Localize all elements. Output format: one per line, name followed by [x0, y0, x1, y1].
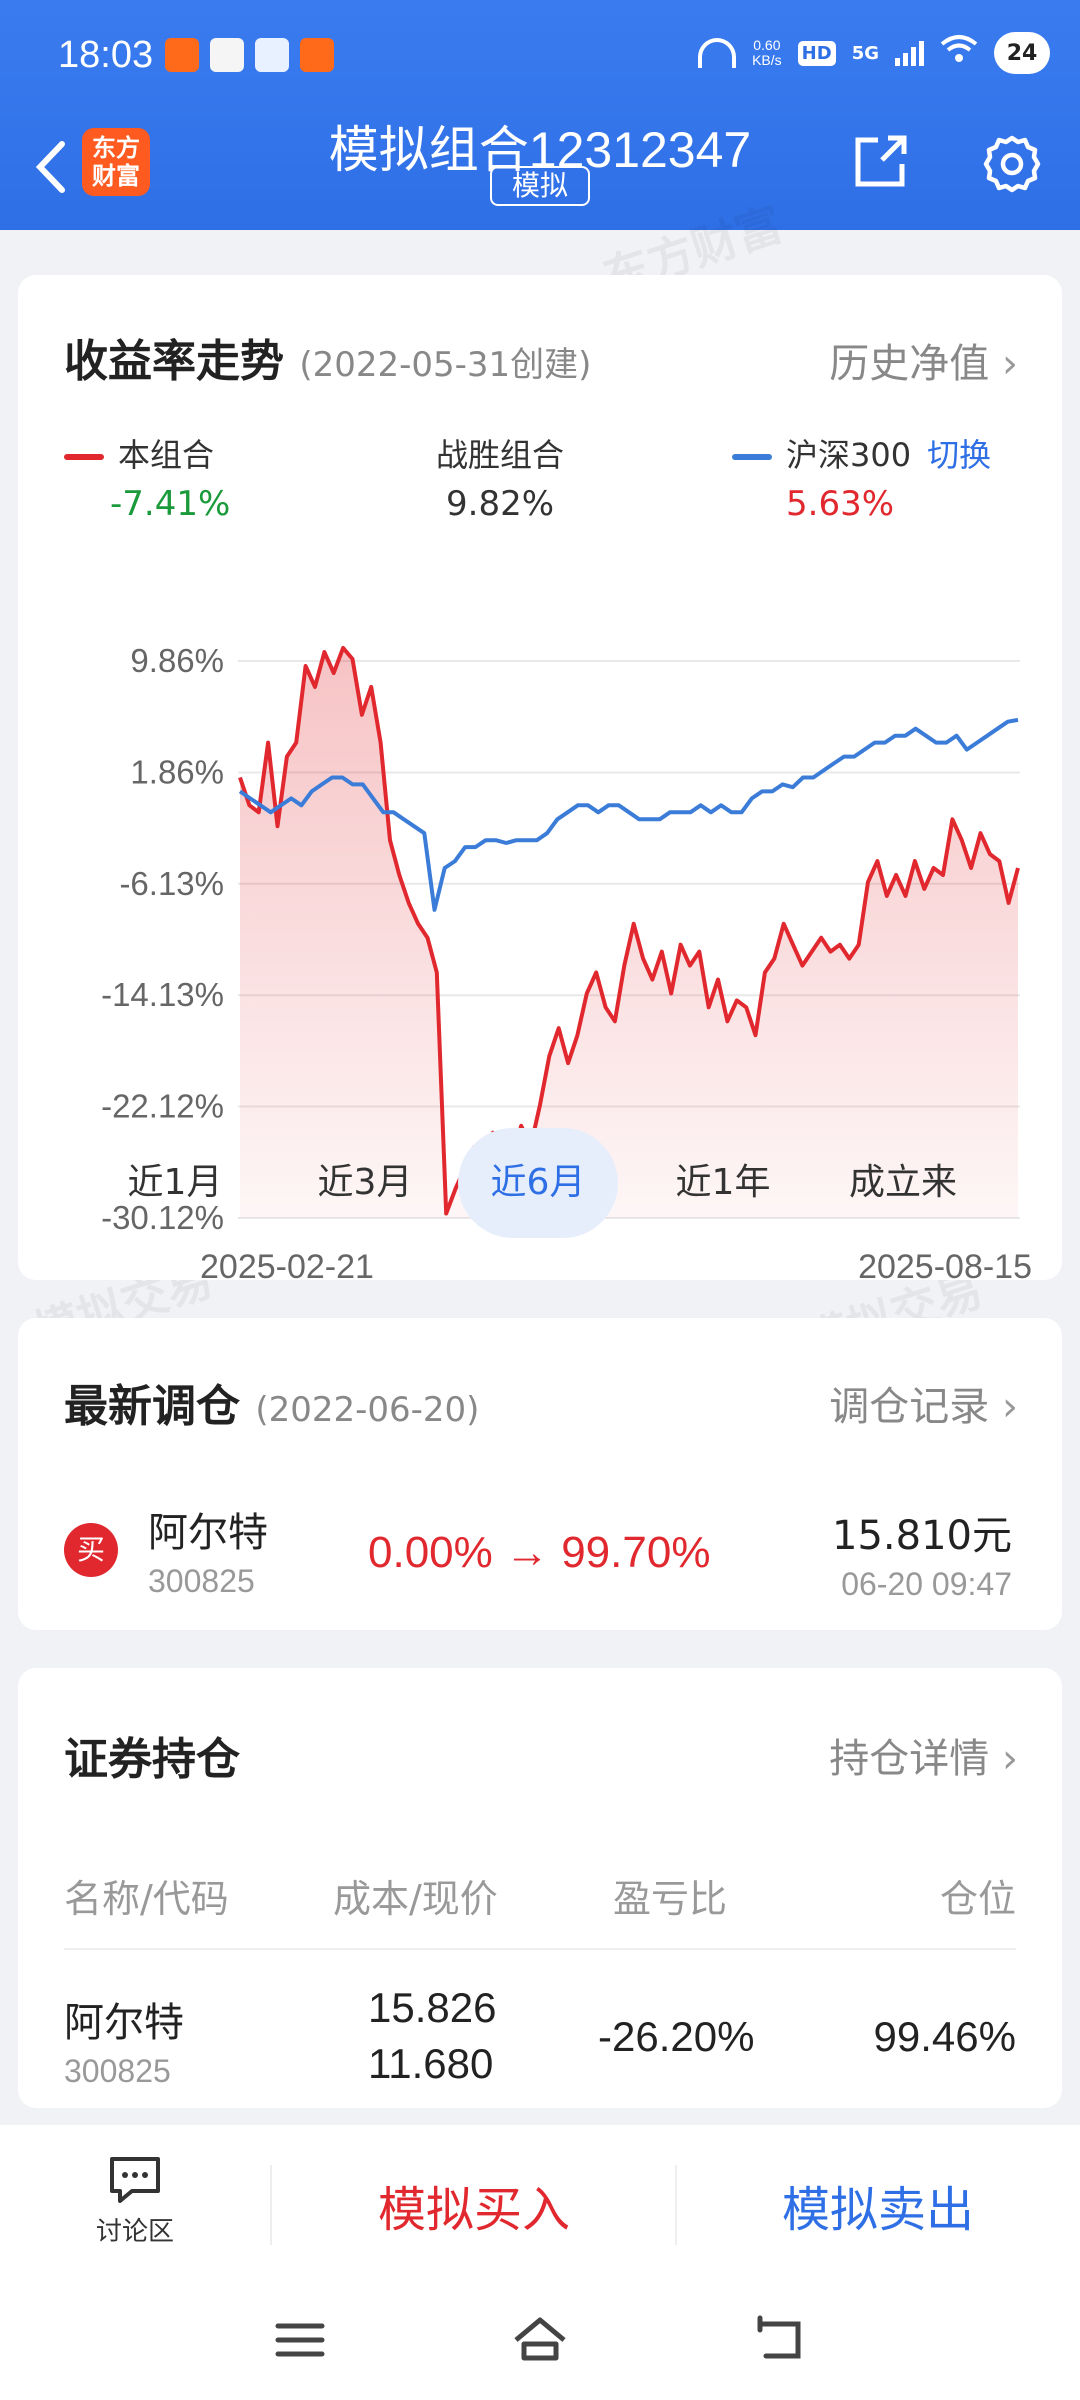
- series-line-1: [238, 717, 1019, 912]
- trade-price: 15.810元: [832, 1513, 1012, 1559]
- discussion-button[interactable]: 讨论区: [60, 2155, 210, 2248]
- status-indicators: 0.60 KB/s HD 5G 24: [698, 28, 1050, 78]
- trend-card: 收益率走势 (2022-05-31创建) 历史净值 本组合 -7.41% 战胜组…: [18, 275, 1062, 1362]
- tab-1year[interactable]: 近1年: [675, 1162, 771, 1203]
- legend-beat: 战胜组合 9.82%: [436, 436, 565, 524]
- menu-icon[interactable]: [270, 2310, 330, 2370]
- y-tick-label: -14.13%: [101, 976, 224, 1013]
- tab-since-inception[interactable]: 成立来: [848, 1162, 957, 1203]
- series-line-0: [238, 645, 1020, 1216]
- holdings-detail-link[interactable]: 持仓详情: [829, 1726, 1018, 1784]
- holding-price: 11.680: [368, 2040, 494, 2087]
- back-nav-icon[interactable]: [750, 2310, 810, 2370]
- header-position: 仓位: [939, 1877, 1016, 1921]
- header-name-code: 名称/代码: [64, 1877, 229, 1921]
- app-header: 18:03 0.60 KB/s HD 5G 24 东方 财富 模拟组合12312…: [0, 0, 1080, 230]
- buy-badge: 买: [64, 1523, 118, 1577]
- stock-name[interactable]: 阿尔特: [148, 1510, 268, 1556]
- period-tabs: 近1月 近3月 近6月 近1年 成立来: [18, 1128, 1062, 1238]
- y-tick-label: 9.86%: [130, 642, 224, 679]
- gear-icon[interactable]: [980, 132, 1044, 196]
- trend-title: 收益率走势 (2022-05-31创建): [64, 336, 592, 387]
- header-cost-price: 成本/现价: [333, 1877, 498, 1921]
- benchmark-return: 5.63%: [786, 484, 895, 524]
- portfolio-return: -7.41%: [110, 484, 231, 524]
- stock-code: 300825: [148, 1563, 255, 1599]
- holdings-card: 证券持仓 持仓详情 名称/代码 成本/现价 盈亏比 仓位 阿尔特 300825 …: [18, 1668, 1062, 2108]
- legend-swatch: [732, 454, 772, 460]
- rebalance-date: (2022-06-20): [255, 1390, 480, 1430]
- notification-app-icon: [300, 38, 334, 72]
- holding-position: 99.46%: [873, 2013, 1016, 2060]
- x-start-label: 2025-02-21: [200, 1248, 374, 1286]
- wifi-icon: [940, 33, 978, 73]
- simulate-buy-button[interactable]: 模拟买入: [378, 2182, 571, 2238]
- created-date: (2022-05-31创建): [299, 345, 592, 385]
- simulate-sell-button[interactable]: 模拟卖出: [782, 2182, 975, 2238]
- tab-6month[interactable]: 近6月: [458, 1128, 618, 1238]
- home-icon[interactable]: [510, 2310, 570, 2370]
- page-title: 模拟组合12312347: [328, 122, 752, 178]
- holding-cost: 15.826: [368, 1984, 497, 2031]
- legend-portfolio: 本组合 -7.41%: [64, 430, 230, 524]
- y-tick-label: 1.86%: [130, 753, 224, 790]
- status-time: 18:03: [58, 34, 154, 76]
- return-chart[interactable]: 9.86% 1.86% -6.13% -14.13% -22.12% -30.12% 202…: [18, 475, 1062, 1335]
- beat-percent: 9.82%: [446, 484, 555, 524]
- holding-pnl: -26.20%: [598, 2013, 755, 2060]
- notification-app-icon: [210, 38, 244, 72]
- rebalance-card: 最新调仓 (2022-06-20) 调仓记录 买 阿尔特 300825 0.00…: [18, 1318, 1062, 1630]
- battery-icon: 24: [994, 32, 1050, 74]
- tab-1month[interactable]: 近1月: [127, 1162, 223, 1203]
- switch-benchmark-button[interactable]: 切换: [927, 436, 992, 474]
- hd-icon: HD: [797, 40, 836, 66]
- rebalance-title: 最新调仓 (2022-06-20): [64, 1381, 480, 1432]
- divider: [64, 1948, 1016, 1950]
- back-icon[interactable]: [22, 132, 82, 202]
- y-tick-label: -30.12%: [101, 1199, 224, 1236]
- notification-app-icon: [255, 38, 289, 72]
- y-tick-label: -6.13%: [119, 865, 224, 902]
- chat-bubble-icon: [110, 2157, 160, 2203]
- legend-benchmark: 沪深300 切换 5.63%: [732, 430, 991, 524]
- position-change: 0.00% → 99.70%: [368, 1528, 711, 1577]
- divider: [270, 2165, 272, 2245]
- holding-code: 300825: [64, 2053, 171, 2089]
- header-pnl: 盈亏比: [613, 1877, 728, 1921]
- nav-bar: 东方 财富 模拟组合12312347 模拟: [0, 110, 1080, 230]
- y-tick-label: -22.12%: [101, 1088, 224, 1125]
- rebalance-history-link[interactable]: 调仓记录: [829, 1374, 1018, 1432]
- holdings-title: 证券持仓: [64, 1734, 240, 1785]
- network-type: 5G: [851, 42, 879, 64]
- simulation-tag: 模拟: [490, 166, 590, 206]
- bottom-action-bar: 讨论区 模拟买入 模拟卖出: [0, 2125, 1080, 2280]
- tab-3month[interactable]: 近3月: [317, 1162, 413, 1203]
- notification-app-icon: [165, 38, 199, 72]
- series-area-0: [240, 647, 1018, 1218]
- signal-icon: [895, 40, 924, 66]
- system-nav-bar: [0, 2280, 1080, 2400]
- app-logo: 东方 财富: [82, 128, 150, 196]
- legend-swatch: [64, 454, 104, 460]
- speedometer-icon: [698, 38, 737, 68]
- x-end-label: 2025-08-15: [858, 1248, 1032, 1286]
- holding-name: 阿尔特: [64, 2001, 184, 2045]
- share-icon[interactable]: [850, 132, 910, 192]
- status-bar: 18:03 0.60 KB/s HD 5G 24: [0, 0, 1080, 110]
- trade-time: 06-20 09:47: [841, 1566, 1012, 1602]
- network-speed: 0.60 KB/s: [752, 37, 782, 68]
- divider: [675, 2165, 677, 2245]
- history-nav-link[interactable]: 历史净值: [829, 331, 1018, 389]
